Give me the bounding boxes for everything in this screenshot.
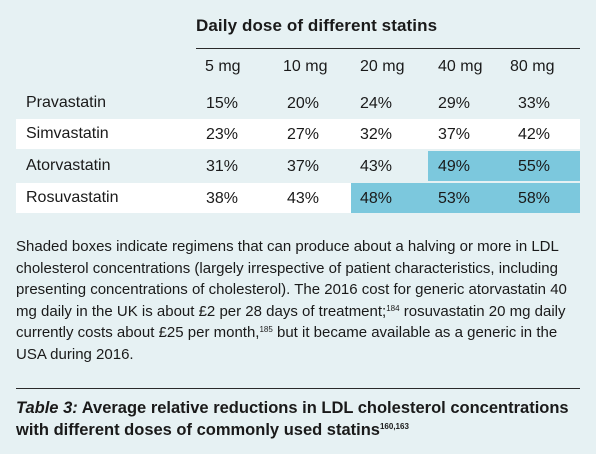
table-cell: 23% — [206, 126, 239, 143]
table-cell: 24% — [360, 95, 393, 112]
table-cell-shaded: 48% — [351, 183, 428, 213]
table-cell: 31% — [206, 158, 239, 175]
table-footnote: Shaded boxes indicate regimens that can … — [16, 236, 576, 365]
column-header-10mg: 10 mg — [283, 58, 328, 75]
table-cell-shaded: 53% — [428, 183, 508, 213]
table-cell: 37% — [438, 126, 471, 143]
column-header-40mg: 40 mg — [438, 58, 483, 75]
row-label: Rosuvastatin — [26, 189, 119, 206]
table-row-pravastatin: Pravastatin 15% 20% 24% 29% 33% — [16, 88, 580, 118]
row-label: Pravastatin — [26, 94, 107, 111]
caption-rule — [16, 388, 580, 389]
column-header-20mg: 20 mg — [360, 58, 405, 75]
table-cell-shaded: 49% — [428, 151, 508, 181]
footnote-text: but it became available as a generic in … — [16, 324, 558, 363]
caption-reference-marker: 160,163 — [379, 422, 409, 431]
table-cell: 43% — [287, 190, 320, 207]
table-cell-shaded: 55% — [508, 151, 580, 181]
footnote-text: Shaded boxes indicate regimens that can … — [16, 238, 567, 320]
table-cell: 15% — [206, 95, 239, 112]
header-rule — [196, 48, 580, 49]
reference-marker: 184 — [386, 303, 400, 313]
table-caption: Table 3: Average relative reductions in … — [16, 397, 586, 441]
table-cell: 32% — [360, 126, 393, 143]
table-cell: 42% — [518, 126, 551, 143]
column-header-5mg: 5 mg — [205, 58, 241, 75]
row-label: Simvastatin — [26, 125, 109, 142]
table-cell-shaded: 58% — [508, 183, 580, 213]
table-cell: 33% — [518, 95, 551, 112]
footnote-text: rosuvastatin 20 mg daily currently costs… — [16, 302, 566, 342]
table-cell: 43% — [360, 158, 393, 175]
table-cell: 20% — [287, 95, 320, 112]
reference-marker: 185 — [259, 325, 273, 334]
table-cell: 38% — [206, 190, 239, 207]
dose-group-header: Daily dose of different statins — [196, 16, 438, 35]
table-row-simvastatin: Simvastatin 23% 27% 32% 37% 42% — [16, 119, 580, 149]
column-header-80mg: 80 mg — [510, 58, 555, 75]
caption-label: Table 3: — [16, 399, 78, 417]
row-label: Atorvastatin — [26, 157, 111, 174]
table-cell: 29% — [438, 95, 471, 112]
table-cell: 27% — [287, 126, 320, 143]
table-cell: 37% — [287, 158, 320, 175]
table-row-atorvastatin: Atorvastatin 31% 37% 43% 49% 55% — [16, 151, 580, 181]
caption-text: Average relative reductions in LDL chole… — [16, 399, 569, 439]
table-row-rosuvastatin: Rosuvastatin 38% 43% 48% 53% 58% — [16, 183, 580, 213]
